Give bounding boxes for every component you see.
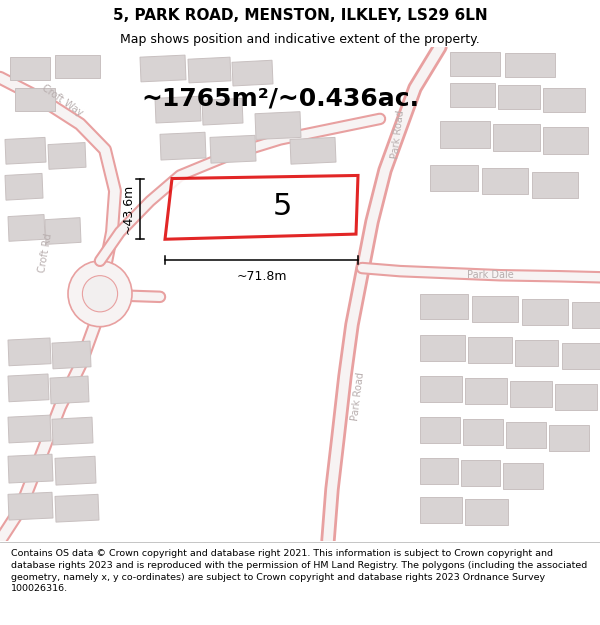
Text: ~71.8m: ~71.8m: [236, 270, 287, 283]
Polygon shape: [10, 57, 50, 80]
Circle shape: [82, 276, 118, 312]
Polygon shape: [472, 296, 518, 321]
Text: Contains OS data © Crown copyright and database right 2021. This information is : Contains OS data © Crown copyright and d…: [11, 549, 587, 594]
Polygon shape: [188, 57, 231, 83]
Polygon shape: [420, 458, 458, 484]
Polygon shape: [463, 419, 503, 445]
Polygon shape: [45, 217, 81, 244]
Polygon shape: [55, 456, 96, 485]
Polygon shape: [465, 378, 507, 404]
Polygon shape: [420, 294, 468, 319]
Polygon shape: [160, 132, 206, 160]
Polygon shape: [543, 127, 588, 154]
Polygon shape: [55, 55, 100, 78]
Polygon shape: [505, 53, 555, 77]
Polygon shape: [420, 376, 462, 402]
Polygon shape: [430, 165, 478, 191]
Text: Park Road: Park Road: [350, 372, 366, 421]
Polygon shape: [440, 121, 490, 148]
Polygon shape: [468, 337, 512, 362]
Polygon shape: [572, 302, 600, 328]
Polygon shape: [8, 492, 53, 520]
Polygon shape: [232, 60, 273, 86]
Polygon shape: [503, 464, 543, 489]
Polygon shape: [5, 138, 46, 164]
Text: ~1765m²/~0.436ac.: ~1765m²/~0.436ac.: [141, 86, 419, 110]
Polygon shape: [210, 136, 256, 163]
Text: Map shows position and indicative extent of the property.: Map shows position and indicative extent…: [120, 32, 480, 46]
Text: ~43.6m: ~43.6m: [122, 184, 135, 234]
Polygon shape: [52, 341, 91, 369]
Polygon shape: [202, 98, 243, 125]
Polygon shape: [8, 338, 51, 366]
Polygon shape: [532, 173, 578, 198]
Polygon shape: [510, 381, 552, 407]
Text: Park Road: Park Road: [390, 109, 406, 159]
Polygon shape: [461, 461, 500, 486]
Polygon shape: [522, 299, 568, 324]
Polygon shape: [549, 426, 589, 451]
Polygon shape: [140, 55, 186, 82]
Polygon shape: [498, 85, 540, 109]
Polygon shape: [8, 374, 49, 402]
Polygon shape: [5, 173, 43, 200]
Polygon shape: [48, 142, 86, 169]
Polygon shape: [420, 418, 460, 443]
Polygon shape: [50, 376, 89, 404]
Polygon shape: [15, 88, 55, 111]
Polygon shape: [543, 88, 585, 112]
Polygon shape: [562, 343, 600, 369]
Polygon shape: [493, 124, 540, 151]
Polygon shape: [165, 176, 358, 239]
Polygon shape: [420, 498, 462, 523]
Polygon shape: [55, 494, 99, 522]
Polygon shape: [290, 138, 336, 164]
Circle shape: [68, 261, 132, 327]
Polygon shape: [555, 384, 597, 410]
Polygon shape: [420, 335, 465, 361]
Polygon shape: [482, 168, 528, 194]
Polygon shape: [8, 415, 51, 443]
Text: Croft Rd: Croft Rd: [37, 232, 53, 273]
Text: Croft Way: Croft Way: [40, 82, 84, 118]
Polygon shape: [155, 96, 201, 123]
Text: 5: 5: [273, 192, 292, 221]
Polygon shape: [52, 418, 93, 445]
Polygon shape: [8, 454, 53, 483]
Polygon shape: [8, 214, 45, 241]
Polygon shape: [450, 52, 500, 76]
Polygon shape: [465, 499, 508, 525]
Text: Park Dale: Park Dale: [467, 270, 514, 280]
Polygon shape: [506, 422, 546, 448]
Text: 5, PARK ROAD, MENSTON, ILKLEY, LS29 6LN: 5, PARK ROAD, MENSTON, ILKLEY, LS29 6LN: [113, 8, 487, 23]
Polygon shape: [450, 83, 495, 106]
Polygon shape: [515, 340, 558, 366]
Polygon shape: [255, 112, 301, 139]
